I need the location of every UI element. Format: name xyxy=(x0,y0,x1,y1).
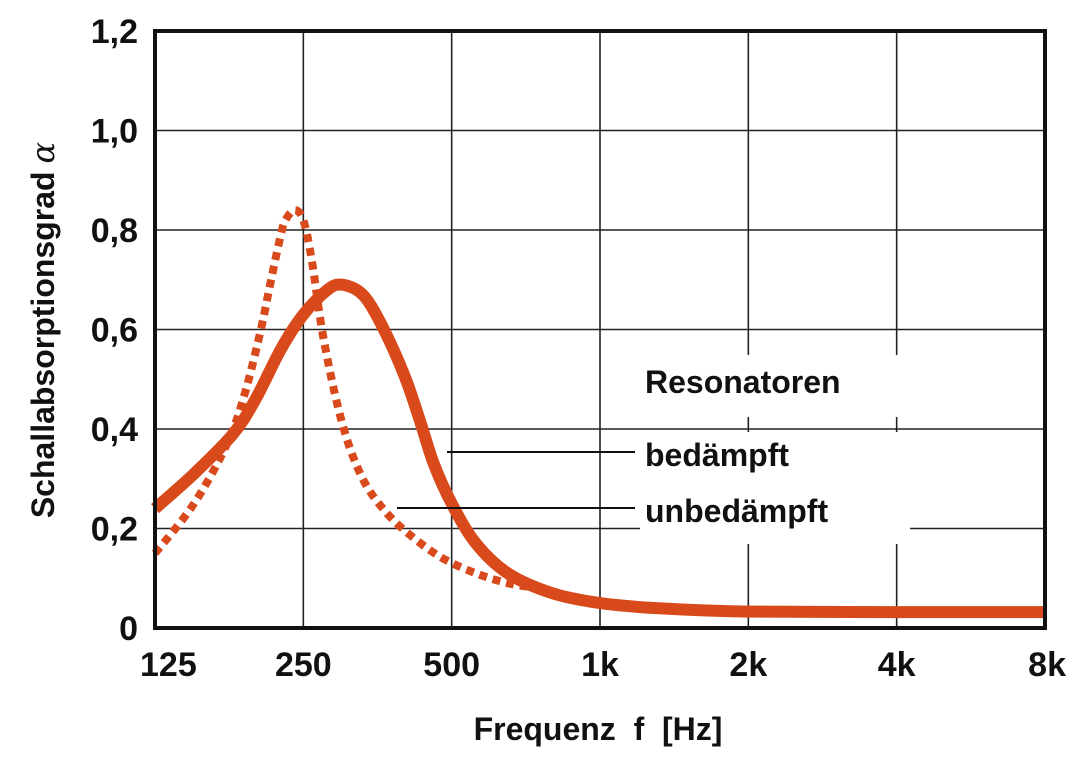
x-tick-label: 500 xyxy=(423,646,480,684)
legend-entries-bg xyxy=(640,432,910,544)
y-tick-label: 0,2 xyxy=(91,511,138,549)
x-tick-label: 8k xyxy=(1028,646,1066,684)
legend-label-unbedaempft: unbedämpft xyxy=(645,493,828,529)
y-tick-labels: 0 0,2 0,4 0,6 0,8 1,0 1,2 xyxy=(91,13,138,648)
x-tick-labels: 125 250 500 1k 2k 4k 8k xyxy=(140,646,1066,684)
legend-label-bedaempft: bedämpft xyxy=(645,437,789,473)
series-layer xyxy=(151,206,1046,619)
y-tick-label: 0,4 xyxy=(91,411,138,449)
x-tick-label: 4k xyxy=(878,646,916,684)
y-axis-title-text: Schallabsorptionsgrad xyxy=(25,171,61,518)
y-axis-title-symbol: α xyxy=(24,142,62,164)
x-tick-label: 1k xyxy=(581,646,619,684)
x-axis-title: Frequenz f [Hz] xyxy=(474,711,723,747)
y-tick-label: 1,2 xyxy=(91,13,138,51)
legend-title-bg xyxy=(630,355,910,417)
y-tick-label: 0,8 xyxy=(91,212,138,250)
series-line-unbedaempft xyxy=(151,206,540,593)
plot-frame xyxy=(153,29,1047,630)
series-line-bedaempft xyxy=(151,278,1046,619)
y-tick-label: 0 xyxy=(119,610,138,648)
y-axis-title: Schallabsorptionsgrad α xyxy=(24,142,62,518)
x-tick-label: 2k xyxy=(729,646,767,684)
x-tick-label: 125 xyxy=(140,646,197,684)
legend-title: Resonatoren xyxy=(645,364,841,400)
x-tick-label: 250 xyxy=(275,646,332,684)
legend: Resonatoren bedämpft unbedämpft xyxy=(397,355,910,544)
y-tick-label: 0,6 xyxy=(91,312,138,350)
y-tick-label: 1,0 xyxy=(91,113,138,151)
